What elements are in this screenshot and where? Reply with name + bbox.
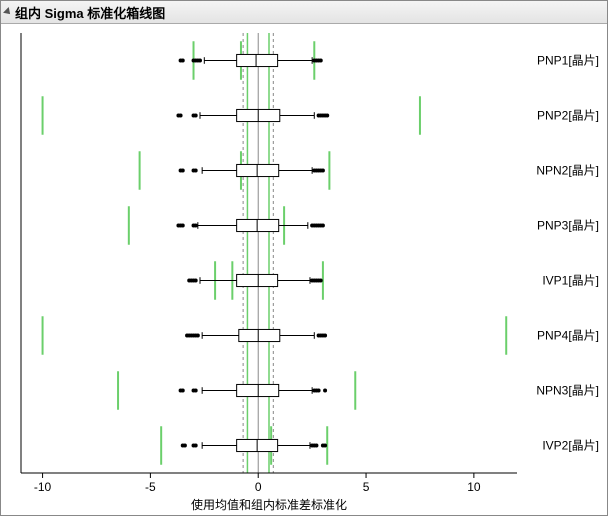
svg-text:10: 10 [467,480,481,494]
category-label: PNP1[晶片] [537,54,599,68]
category-label: PNP4[晶片] [537,329,599,343]
category-label: NPN3[晶片] [536,384,599,398]
x-axis-label: 使用均值和组内标准差标准化 [191,497,347,512]
boxplot-area: PNP1[晶片] PNP2[晶片] NPN2[晶片] PNP3[晶片] IVP1[晶片]… [1,23,607,515]
category-label: IVP1[晶片] [542,274,599,288]
svg-text:0: 0 [255,480,262,494]
svg-text:-10: -10 [34,480,52,494]
panel-title: 组内 Sigma 标准化箱线图 [15,3,165,22]
category-label: NPN2[晶片] [536,164,599,178]
svg-text:5: 5 [363,480,370,494]
category-label: IVP2[晶片] [542,439,599,453]
svg-text:-5: -5 [145,480,156,494]
boxplot-svg: PNP1[晶片] PNP2[晶片] NPN2[晶片] PNP3[晶片] IVP1[晶片]… [1,23,607,515]
category-label: PNP2[晶片] [537,109,599,123]
chart-panel: 组内 Sigma 标准化箱线图 PNP1[晶片] PNP2[晶片] NPN2[晶片]… [0,0,608,516]
panel-title-bar[interactable]: 组内 Sigma 标准化箱线图 [1,1,607,24]
category-label: PNP3[晶片] [537,219,599,233]
disclosure-icon[interactable] [3,7,13,17]
